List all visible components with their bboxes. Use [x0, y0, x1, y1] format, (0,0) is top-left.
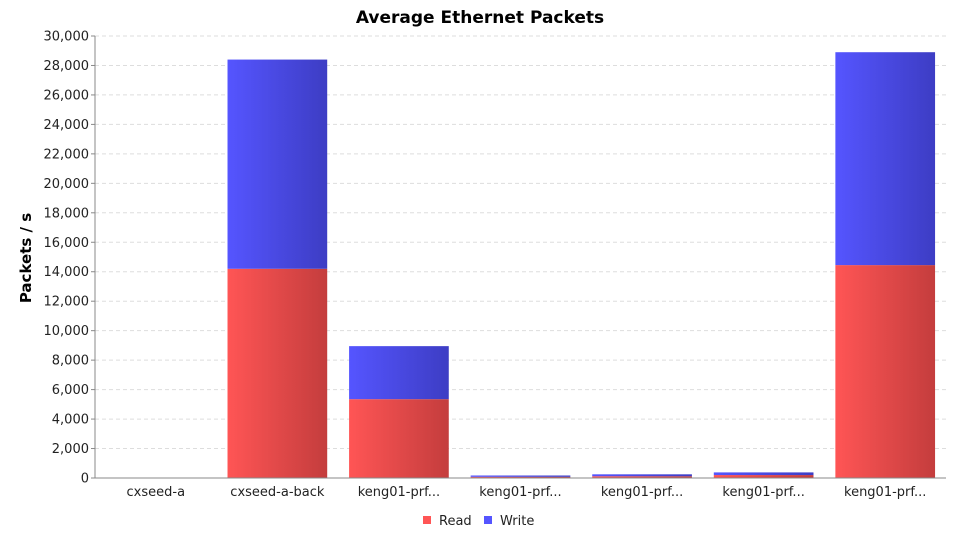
y-tick-label: 8,000 [52, 354, 89, 369]
x-tick-label: keng01-prf... [601, 485, 683, 500]
y-tick-label: 26,000 [44, 88, 90, 103]
y-tick-label: 20,000 [44, 177, 90, 192]
y-tick-label: 10,000 [44, 324, 90, 339]
bar-write-1 [227, 59, 328, 269]
bar-read-4 [592, 476, 692, 478]
bar-write-5 [713, 472, 814, 476]
bar-read-1 [227, 268, 328, 478]
legend-label-read: Read [439, 514, 472, 529]
x-tick-label: keng01-prf... [479, 485, 561, 500]
y-tick-label: 30,000 [44, 30, 90, 45]
bar-read-3 [470, 476, 571, 478]
y-axis-label: Packets / s [17, 213, 35, 303]
bar-read-6 [835, 265, 936, 478]
gridlines [95, 35, 946, 450]
bar-write-3 [470, 475, 571, 477]
y-tick-label: 2,000 [52, 442, 89, 457]
x-tick-label: keng01-prf... [844, 485, 926, 500]
y-tick-label: 0 [81, 472, 89, 487]
y-tick-label: 4,000 [52, 413, 89, 428]
x-tick-label: keng01-prf... [358, 485, 440, 500]
y-tick-label: 6,000 [52, 383, 89, 398]
y-tick-label: 22,000 [44, 147, 90, 162]
y-tick-label: 18,000 [44, 206, 90, 221]
bar-read-5 [713, 475, 814, 478]
x-axis-ticks: cxseed-a cxseed-a-back keng01-prf... keng01… [127, 485, 927, 500]
bar-write-2 [349, 346, 449, 400]
y-tick-label: 24,000 [44, 118, 90, 133]
legend: Read Write [423, 514, 534, 529]
bar-read-2 [349, 399, 449, 478]
x-tick-label: cxseed-a [127, 485, 186, 500]
y-tick-label: 28,000 [44, 59, 90, 74]
legend-label-write: Write [500, 514, 534, 529]
legend-swatch-write [484, 516, 492, 524]
x-tick-label: cxseed-a-back [230, 485, 325, 500]
bar-write-4 [592, 474, 692, 477]
chart-title: Average Ethernet Packets [356, 8, 604, 28]
y-tick-label: 16,000 [44, 236, 90, 251]
y-axis-ticks: 0 2,000 4,000 6,000 8,000 10,000 12,000 14,000 1… [44, 30, 95, 487]
bar-write-6 [835, 52, 936, 266]
legend-swatch-read [423, 516, 431, 524]
bars [227, 52, 936, 478]
y-tick-label: 12,000 [44, 295, 90, 310]
y-tick-label: 14,000 [44, 265, 90, 280]
x-tick-label: keng01-prf... [722, 485, 804, 500]
